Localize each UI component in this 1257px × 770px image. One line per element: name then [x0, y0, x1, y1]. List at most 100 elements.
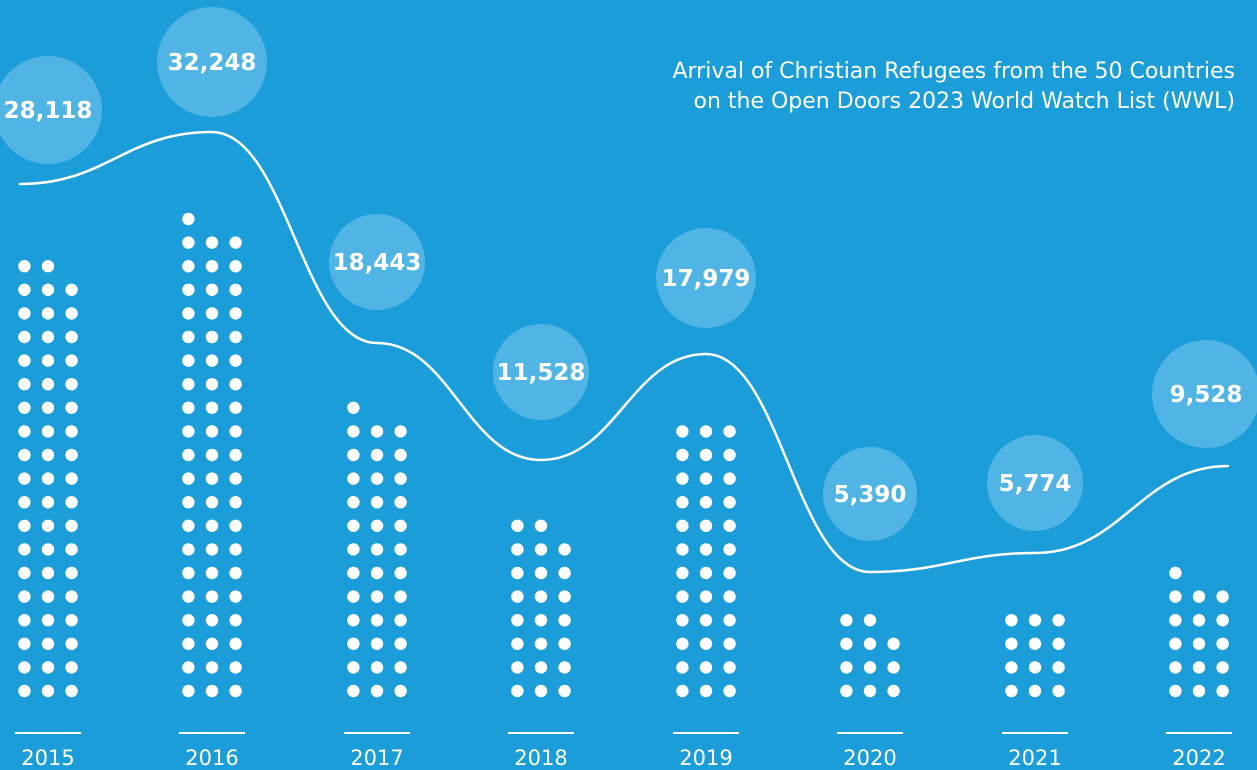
dot-column-2018: [511, 519, 571, 698]
dot: [511, 684, 524, 698]
dot: [676, 543, 689, 556]
dot: [41, 425, 55, 438]
dot: [1216, 637, 1229, 650]
dot: [182, 307, 195, 320]
dot: [558, 590, 571, 603]
dot: [65, 425, 78, 438]
dot: [558, 614, 571, 627]
tick-label: 2021: [1008, 746, 1061, 770]
dot: [18, 448, 31, 462]
dot: [1216, 614, 1229, 627]
dot: [370, 496, 384, 509]
dot: [699, 566, 713, 580]
dot: [229, 330, 242, 344]
dot: [676, 684, 689, 698]
dot: [229, 543, 242, 556]
dot: [723, 566, 736, 580]
dot: [41, 401, 55, 414]
trend-line: [18, 130, 1230, 574]
dot: [182, 637, 195, 650]
dot: [182, 496, 195, 509]
dot: [370, 448, 384, 462]
dot: [347, 614, 360, 627]
dot: [182, 330, 195, 344]
dot: [18, 260, 31, 273]
tick-label: 2019: [679, 746, 732, 770]
dot: [723, 637, 736, 650]
dot: [676, 519, 689, 532]
dot: [182, 378, 195, 391]
dot: [205, 566, 219, 580]
dot: [347, 590, 360, 603]
dot: [676, 448, 689, 462]
dot: [18, 590, 31, 603]
dot: [182, 566, 195, 580]
dot: [699, 519, 713, 532]
dot: [65, 283, 78, 296]
dot: [699, 637, 713, 650]
bubble-circle: [987, 435, 1083, 531]
dot: [347, 566, 360, 580]
dot: [699, 614, 713, 627]
value-bubble-2017: 18,443: [329, 214, 425, 310]
dot-column-2022: [1169, 566, 1229, 698]
dot: [18, 566, 31, 580]
dot: [41, 307, 55, 320]
x-axis: 2015 2016 2017 2018 2019 2020 2021 2022: [15, 732, 1232, 770]
dot: [18, 684, 31, 698]
dot: [41, 378, 55, 391]
dot: [370, 519, 384, 532]
dot: [723, 614, 736, 627]
dot: [676, 472, 689, 485]
dot: [1052, 684, 1065, 698]
dot: [723, 684, 736, 698]
dot: [511, 543, 524, 556]
dot: [699, 472, 713, 485]
value-bubble-2019: 17,979: [656, 228, 756, 328]
dot: [840, 661, 853, 674]
dot: [394, 425, 407, 438]
dot: [347, 519, 360, 532]
dot: [558, 637, 571, 650]
dot: [347, 543, 360, 556]
dot: [229, 260, 242, 273]
dot: [18, 496, 31, 509]
data-label: 5,390: [834, 482, 907, 508]
dot: [723, 590, 736, 603]
dot: [394, 661, 407, 674]
dot: [676, 496, 689, 509]
dot: [18, 283, 31, 296]
value-bubble-2016: 32,248: [157, 7, 267, 117]
dot: [511, 637, 524, 650]
dot: [347, 661, 360, 674]
dot: [182, 236, 195, 249]
dot: [1192, 684, 1206, 698]
dot: [370, 590, 384, 603]
dot: [1028, 684, 1042, 698]
dot: [41, 661, 55, 674]
dot: [511, 614, 524, 627]
dot: [229, 425, 242, 438]
dot: [534, 590, 548, 603]
dot: [394, 448, 407, 462]
dot: [1028, 661, 1042, 674]
dot: [887, 637, 900, 650]
dot: [1216, 661, 1229, 674]
dot: [863, 684, 877, 698]
dot: [205, 283, 219, 296]
dot: [18, 472, 31, 485]
dot: [511, 590, 524, 603]
dot-column-2019: [676, 425, 736, 698]
dot: [182, 590, 195, 603]
dot: [676, 661, 689, 674]
dot: [229, 566, 242, 580]
dot: [205, 330, 219, 344]
dot: [394, 472, 407, 485]
dot: [229, 519, 242, 532]
dot: [676, 590, 689, 603]
dot: [65, 519, 78, 532]
dot-column-2017: [347, 401, 407, 698]
tick-label: 2018: [514, 746, 567, 770]
dot: [370, 566, 384, 580]
dot: [229, 283, 242, 296]
